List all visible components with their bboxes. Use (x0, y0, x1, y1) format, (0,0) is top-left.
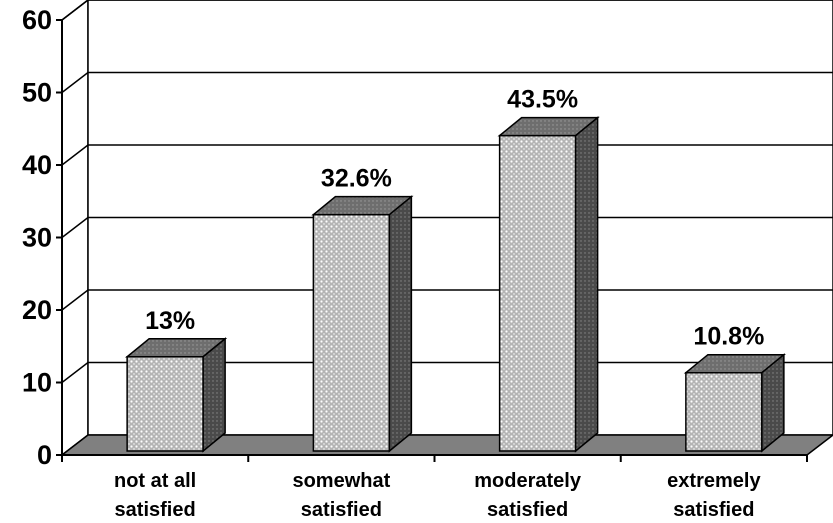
y-axis: 0 10 20 30 40 50 60 (22, 5, 63, 470)
gridline (61, 71, 833, 94)
x-tick-label: satisfied (115, 499, 196, 521)
bar-side (388, 195, 413, 453)
y-tick-label: 50 (22, 78, 52, 108)
bar (683, 353, 786, 453)
bar (497, 116, 600, 453)
y-tick-label: 60 (22, 5, 52, 35)
data-label: 10.8% (693, 323, 764, 351)
y-tick-label: 20 (22, 295, 52, 325)
bar-front (312, 213, 391, 452)
bars (125, 116, 786, 453)
bar-front (498, 134, 577, 452)
bar-side (202, 337, 226, 453)
x-tick-label: somewhat (292, 470, 390, 492)
y-tick-label: 0 (37, 440, 52, 470)
y-tick-label: 30 (22, 223, 52, 253)
bar-side (574, 116, 599, 453)
data-label: 13% (145, 307, 195, 335)
data-labels: 13% 32.6% 43.5% 10.8% (145, 86, 764, 351)
x-tick-label: moderately (474, 470, 582, 492)
x-tick-label: satisfied (301, 499, 382, 521)
bar-side (761, 353, 785, 453)
bar-front (126, 356, 204, 452)
bar-front (685, 371, 763, 452)
x-tick-label: extremely (667, 470, 761, 492)
x-tick-label: satisfied (487, 499, 568, 521)
gridline (61, 0, 833, 21)
y-tick-label: 40 (22, 150, 52, 180)
bar (125, 337, 228, 453)
x-tick-label: not at all (114, 470, 196, 492)
y-tick-label: 10 (22, 368, 52, 398)
x-axis: not at all satisfied somewhat satisfied mode… (61, 454, 808, 521)
bar (311, 195, 414, 453)
data-label: 43.5% (507, 86, 578, 114)
data-label: 32.6% (321, 165, 392, 193)
x-tick-label: satisfied (673, 499, 754, 521)
